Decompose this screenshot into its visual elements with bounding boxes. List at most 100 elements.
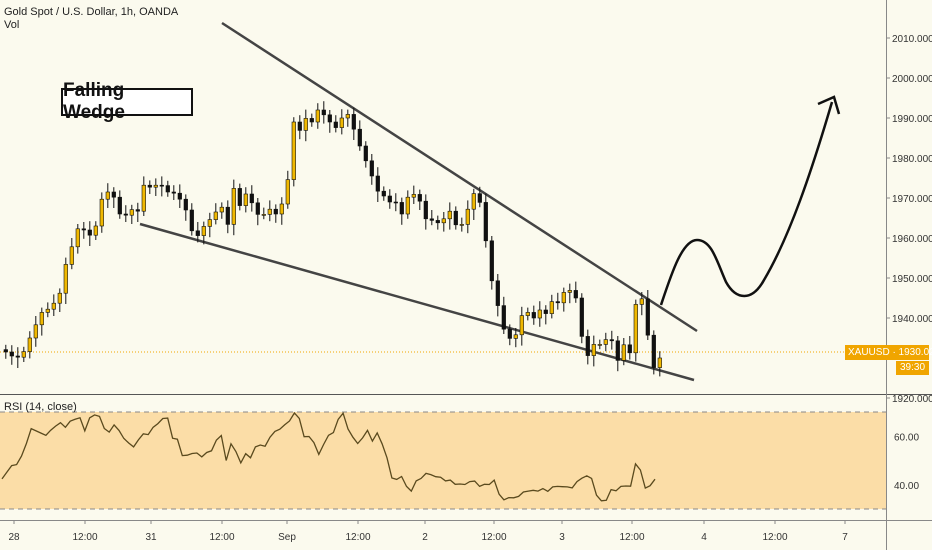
candle-body [561,292,566,304]
rsi-line [1,411,656,502]
candle [657,351,662,377]
candle [9,345,14,365]
candle [345,109,350,127]
candle-body [345,114,350,119]
candle [75,224,80,254]
candle [381,186,386,201]
time-tick-label: 3 [559,532,565,543]
candle [417,189,422,210]
candle [105,183,110,208]
candle-body [303,118,308,131]
price-tick-label: 1980.000 [892,154,932,165]
candle-body [57,292,62,304]
candle-body [297,121,302,131]
candle-body [363,145,368,162]
candle [525,307,530,321]
candle [237,183,242,211]
candle [615,336,620,372]
candle [375,167,380,202]
candle-body [417,194,422,202]
candle [531,305,536,325]
candle [651,330,656,375]
candle [201,221,206,245]
candle [195,222,200,243]
candle-body [9,351,14,357]
rsi-axis-ticks: 60.00 40.00 [894,432,919,492]
time-tick-label: 12:00 [345,532,370,543]
candle [333,115,338,133]
candle-body [591,344,596,356]
candle [99,192,104,233]
candle-body [573,290,578,299]
candle-body [273,208,278,215]
candle-body [189,209,194,232]
candle-body [279,203,284,215]
candle-body [471,193,476,210]
candle [579,293,584,344]
candle-body [489,240,494,282]
candle-body [615,340,620,361]
candle-body [543,309,548,314]
candle [597,339,602,350]
candle-body [423,200,428,220]
candle-body [75,228,80,248]
candle-body [651,334,656,368]
candle [33,316,38,347]
candle [561,287,566,312]
candle [315,103,320,129]
candle [153,178,158,196]
candle-body [429,218,434,221]
candle-body [381,190,386,197]
candle [399,197,404,225]
candle-body [627,344,632,354]
candle [273,204,278,223]
candle-body [567,290,572,293]
candle [129,204,134,224]
candle [321,101,326,124]
candle [147,180,152,194]
candle [603,332,608,352]
candle-body [411,194,416,198]
candle [441,212,446,232]
candle-body [111,191,116,198]
candle-body [459,224,464,226]
candle-body [177,192,182,200]
current-price-tag: XAUUSD · 1930.028 [845,345,932,360]
candle-body [87,229,92,236]
candle [555,292,560,310]
price-axis-ticks: 2010.000 2000.000 1990.000 1980.000 1970.000… [886,34,932,405]
candle-body [69,246,74,265]
candles-group [3,101,662,377]
candle [165,180,170,197]
candle-body [267,208,272,215]
candle-body [213,211,218,220]
wedge-upper-trendline [221,21,698,333]
candle [177,184,182,208]
projection-arrow-path [659,101,834,306]
rsi-band [0,412,886,509]
candle-body [453,210,458,226]
price-tick-label: 1990.000 [892,114,932,125]
candle [231,179,236,236]
candle-body [63,264,68,294]
candle-body [225,206,230,225]
price-pane-bg [0,0,886,393]
candle [27,331,32,359]
bar-countdown: 39:30 [896,361,929,375]
candle [357,120,362,151]
candle [93,221,98,240]
candle-body [477,193,482,203]
candle-body [219,206,224,213]
candle-body [261,214,266,216]
candle-body [579,297,584,337]
candle [189,203,194,236]
candle [405,190,410,219]
candle [501,296,506,334]
candle-body [555,301,560,304]
candle [51,294,56,316]
candle [219,202,224,219]
candle [255,198,260,226]
candle-body [597,344,602,346]
candle [387,189,392,209]
